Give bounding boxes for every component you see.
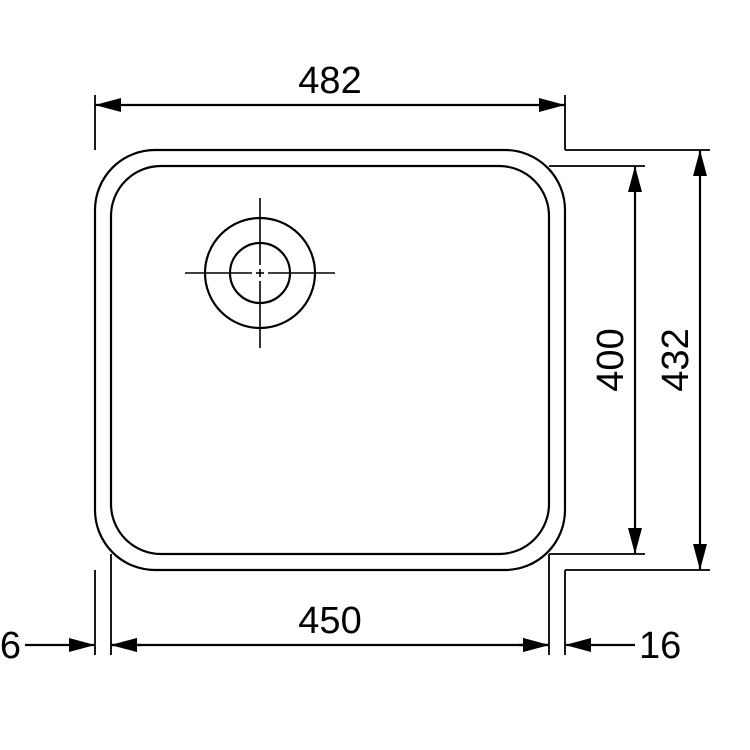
dim-height-outer: 432 <box>655 328 697 391</box>
technical-drawing: 482 400 432 16 450 16 <box>0 0 750 750</box>
outer-basin <box>95 150 565 570</box>
dim-width-inner: 450 <box>298 600 361 642</box>
dim-offset-left: 16 <box>0 625 21 667</box>
dim-offset-right: 16 <box>639 625 681 667</box>
inner-basin <box>111 166 549 554</box>
dim-width-outer: 482 <box>298 60 361 102</box>
dim-height-inner: 400 <box>590 328 632 391</box>
